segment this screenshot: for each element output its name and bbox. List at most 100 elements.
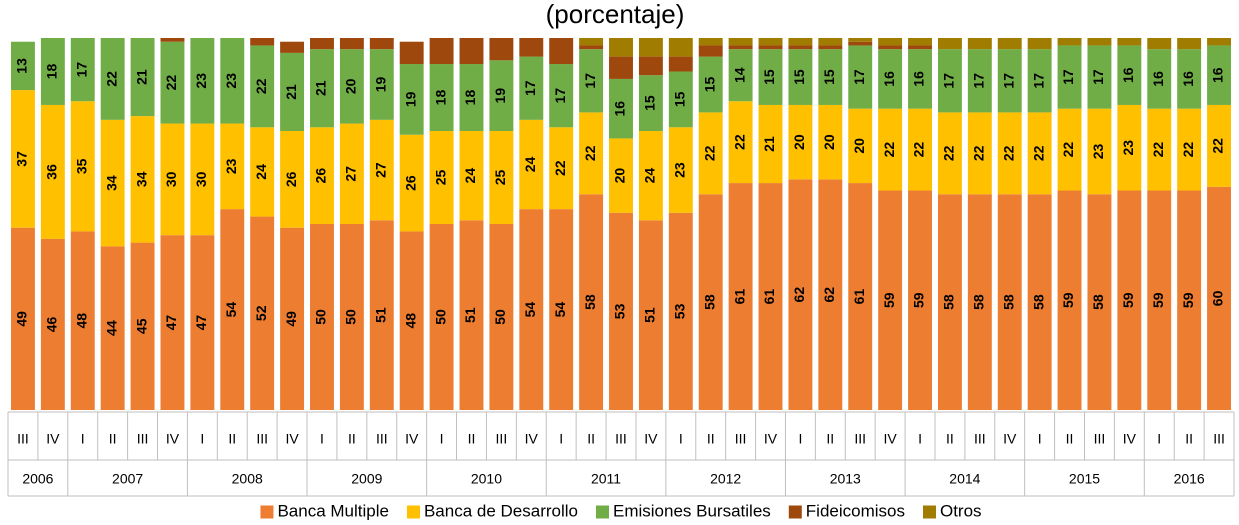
data-label: 22 [881,142,897,158]
data-label: 16 [1120,67,1136,83]
data-label: 18 [44,63,60,79]
bar-segment [937,112,962,195]
data-label: 17 [1000,73,1016,89]
bar-segment [369,119,394,221]
bar-segment [1057,38,1082,46]
bar-segment [399,41,424,65]
data-label: 17 [971,73,987,89]
bar-segment [609,78,633,139]
data-label: 20 [612,168,628,184]
legend-label: Otros [940,501,982,520]
bar-segment [609,38,633,57]
bar-segment [1177,108,1202,191]
bar-segment [908,49,932,109]
bar-segment [459,38,484,65]
group-label: 2009 [351,471,382,487]
bar-segment [579,38,604,46]
x-tick-label: III [615,431,627,447]
bar-segment [10,227,35,410]
bar-segment [609,212,633,410]
bar-segment [429,224,454,410]
bar-segment [70,38,95,102]
bar-segment [848,38,873,42]
x-tick-label: I [918,431,922,447]
bar-segment [369,49,394,120]
data-label: 15 [791,69,807,85]
x-tick-label: I [200,431,204,447]
bar-segment [997,194,1022,410]
data-label: 61 [851,289,867,305]
data-label: 36 [44,164,60,180]
data-label: 25 [432,170,448,186]
data-label: 30 [193,171,209,187]
bar-segment [549,209,574,410]
bar-segment [1207,186,1232,410]
data-label: 22 [971,145,987,161]
bar-segment [489,131,514,224]
bar-segment [1207,38,1232,46]
data-label: 37 [14,151,30,167]
bar-segment [1147,108,1172,191]
bar-segment [549,38,574,65]
bar-segment [1027,112,1052,195]
data-label: 20 [821,134,837,150]
data-label: 58 [701,294,717,310]
group-label: 2015 [1069,471,1100,487]
bar-segment [758,45,783,50]
data-label: 16 [911,71,927,87]
data-label: 46 [44,316,60,332]
bar-segment [549,127,574,210]
bar-segment [758,183,783,410]
bar-segment [549,64,574,128]
data-label: 59 [1120,292,1136,308]
x-tick-label: IV [1123,431,1137,447]
bar-segment [728,101,753,184]
bar-segment [758,104,783,184]
data-label: 18 [462,90,478,106]
bar-segment [220,209,245,410]
data-label: 23 [223,158,239,174]
bar-segment [250,45,275,128]
bar-segment [967,194,992,410]
x-tick-label: IV [884,431,898,447]
group-label: 2012 [710,471,741,487]
data-label: 22 [103,71,119,87]
x-tick-label: II [1066,431,1074,447]
bar-segment [818,49,843,105]
bar-segment [399,64,424,135]
bar-segment [429,131,454,224]
bar-segment [280,52,305,131]
data-label: 21 [133,69,149,85]
bar-segment [1147,190,1172,410]
data-label: 59 [911,292,927,308]
data-label: 18 [432,90,448,106]
bar-segment [788,49,813,105]
x-tick-label: II [348,431,356,447]
data-label: 16 [1180,71,1196,87]
data-label: 22 [163,75,179,91]
bar-segment [280,131,305,228]
bar-segment [638,220,663,410]
group-label: 2014 [949,471,980,487]
group-label: 2008 [232,471,263,487]
data-label: 17 [1060,69,1076,85]
bar-segment [668,212,693,410]
legend-swatch [260,505,274,519]
bar-segment [1057,108,1082,191]
data-label: 48 [402,313,418,329]
data-label: 24 [522,156,538,172]
x-tick-label: II [707,431,715,447]
bar-segment [429,38,454,65]
data-label: 17 [552,88,568,104]
x-tick-label: IV [405,431,419,447]
data-label: 54 [522,302,538,318]
data-label: 22 [1150,142,1166,158]
x-tick-label: I [1038,431,1042,447]
data-label: 22 [731,134,747,150]
x-tick-label: III [17,431,29,447]
bar-segment [489,224,514,410]
bar-segment [459,220,484,410]
bar-segment [698,56,723,113]
x-tick-label: IV [166,431,180,447]
data-label: 16 [612,101,628,117]
